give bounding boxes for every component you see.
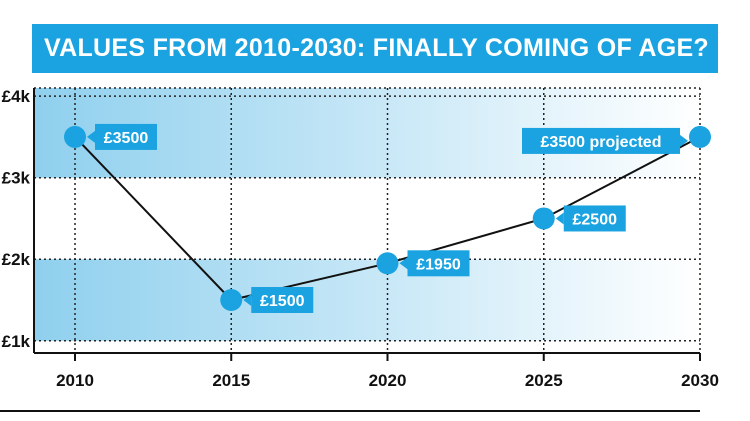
data-label-box (251, 287, 314, 313)
data-label-pointer (243, 294, 252, 306)
data-label: £3500 projected (541, 134, 662, 151)
data-label: £1950 (416, 256, 461, 273)
data-label-box (95, 123, 157, 150)
data-label-pointer (399, 257, 408, 270)
data-label-pointer (87, 130, 95, 143)
data-label-pointer (680, 134, 688, 147)
plot-band (34, 259, 700, 341)
x-tick-label: 2015 (212, 371, 250, 390)
data-point (376, 252, 399, 275)
chart-title: VALUES FROM 2010-2030: FINALLY COMING OF… (44, 34, 710, 62)
data-label: £1500 (260, 293, 305, 310)
y-tick-label: £3k (2, 169, 31, 188)
data-label: £2500 (573, 211, 618, 228)
data-label: £3500 (104, 130, 149, 147)
x-tick-label: 2030 (681, 371, 719, 390)
y-tick-label: £2k (2, 250, 31, 269)
data-point (532, 207, 555, 230)
data-point (64, 125, 86, 148)
data-point (689, 125, 711, 148)
data-point (220, 289, 243, 311)
data-label-box (563, 205, 626, 232)
chart-title-banner: VALUES FROM 2010-2030: FINALLY COMING OF… (32, 24, 718, 73)
y-tick-label: £4k (2, 87, 31, 106)
x-tick-label: 2010 (56, 371, 94, 390)
x-tick-label: 2025 (525, 371, 563, 390)
data-label-box (522, 127, 680, 154)
x-tick-label: 2020 (369, 371, 407, 390)
y-tick-label: £1k (2, 332, 31, 351)
data-label-box (407, 250, 470, 277)
data-label-pointer (555, 212, 564, 225)
